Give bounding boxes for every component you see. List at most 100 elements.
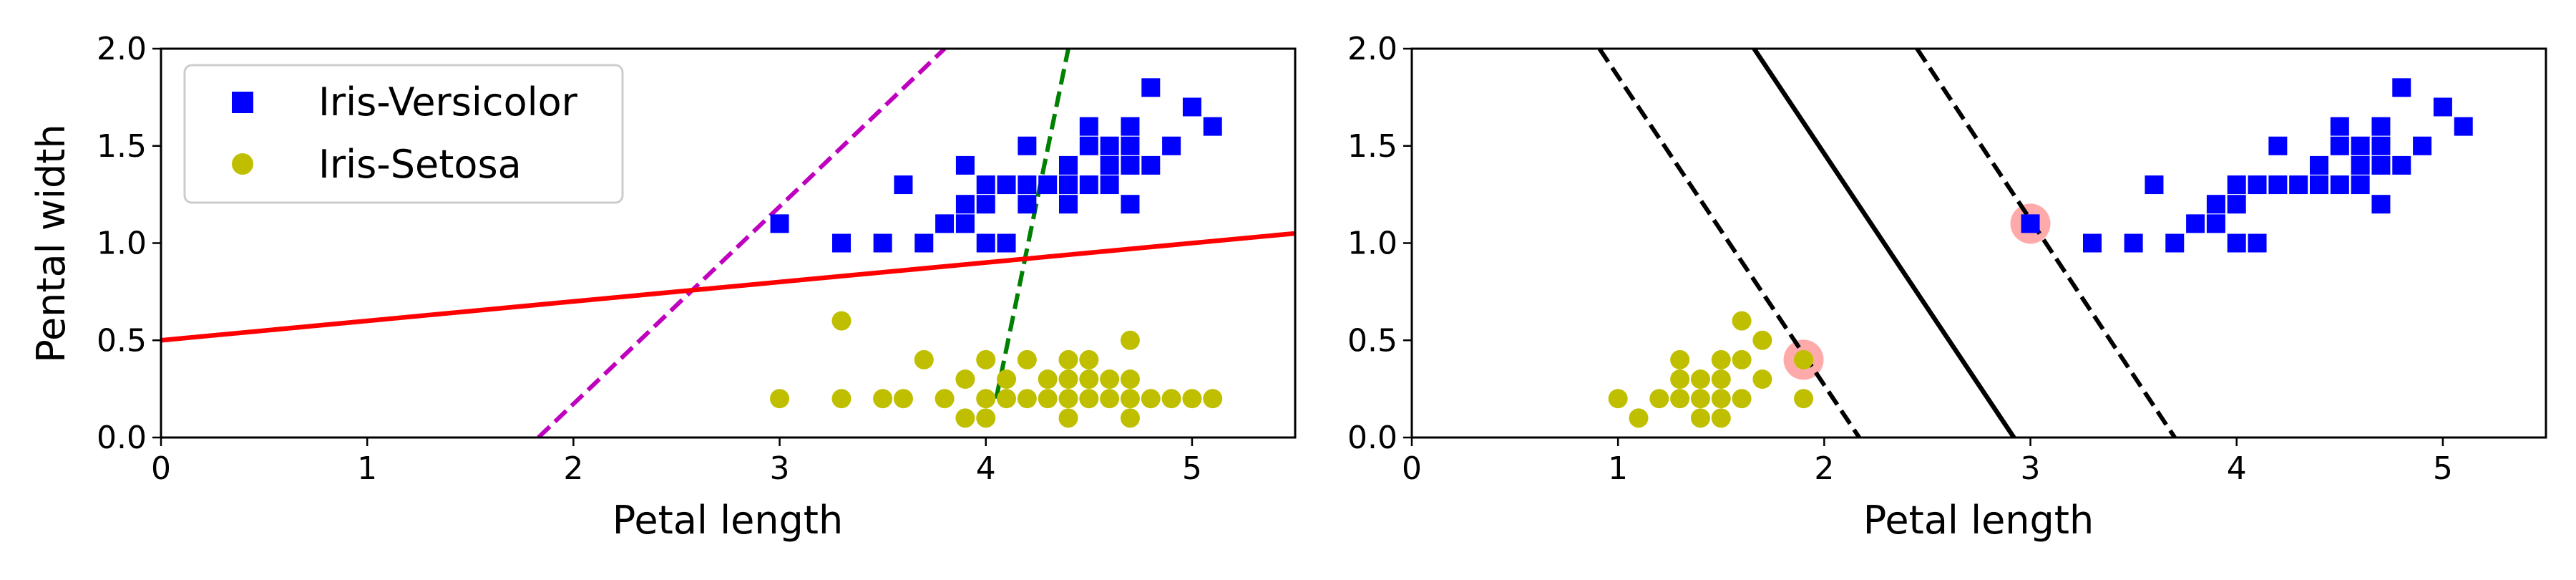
setosa-point [976,408,996,428]
versicolor-point [935,214,955,233]
setosa-point [873,389,893,409]
versicolor-point [894,175,913,195]
legend-marker-versicolor [232,92,253,113]
setosa-point [1732,311,1752,331]
versicolor-point [2145,175,2164,195]
right-x-axis-label: Petal length [1863,498,2094,543]
y-tick-label: 0.0 [1347,420,1397,456]
versicolor-point [2248,233,2267,253]
setosa-point [1794,349,1814,369]
setosa-point [1100,389,1120,409]
versicolor-point [2268,136,2288,155]
x-tick-label: 5 [1182,450,1202,487]
x-tick-label: 4 [2227,450,2247,487]
left-chart: 0 1 2 3 4 5 0.0 0.5 1.0 1.5 2.0 Petal length Penta… [29,31,1297,543]
setosa-point [1711,369,1731,390]
setosa-point [955,369,975,390]
versicolor-point [976,175,995,195]
versicolor-point [1100,155,1119,175]
setosa-point [997,389,1017,409]
versicolor-point [1141,78,1161,97]
versicolor-point [1141,155,1161,175]
versicolor-point [955,195,975,214]
versicolor-point [1121,136,1140,155]
right-chart: 0 1 2 3 4 5 0.0 0.5 1.0 1.5 2.0 Petal length [1347,31,2547,543]
setosa-point [1649,389,1669,409]
versicolor-point [2351,175,2370,195]
x-tick-label: 3 [770,450,790,487]
versicolor-point [1079,175,1098,195]
x-tick-label: 1 [357,450,377,487]
setosa-point [1711,389,1731,409]
versicolor-point [2330,136,2349,155]
versicolor-point [997,233,1016,253]
versicolor-point [2206,195,2225,214]
versicolor-point [2330,117,2349,136]
setosa-point [1752,330,1772,350]
versicolor-point [2330,175,2349,195]
versicolor-point [955,214,975,233]
dashed-decision-line [1597,49,1861,438]
x-tick-label: 2 [1814,450,1834,487]
versicolor-point [2227,233,2246,253]
left-data-points [770,78,1223,428]
right-plot-area [1412,49,2546,438]
setosa-point [976,349,996,369]
setosa-point [1079,349,1099,369]
versicolor-point [1203,117,1222,136]
setosa-point [1690,389,1710,409]
setosa-point [1038,389,1058,409]
setosa-point [1120,330,1140,350]
versicolor-point [2021,214,2040,233]
versicolor-point [1182,97,1201,117]
versicolor-point [2310,155,2328,175]
setosa-point [1203,389,1223,409]
setosa-point [1608,389,1628,409]
setosa-point [1079,369,1099,390]
setosa-point [1670,389,1690,409]
right-axis-ticks: 0 1 2 3 4 5 0.0 0.5 1.0 1.5 2.0 [1347,31,2453,487]
x-tick-label: 3 [2021,450,2041,487]
versicolor-point [914,233,934,253]
versicolor-point [873,233,892,253]
versicolor-point [2371,136,2391,155]
setosa-point [1690,408,1710,428]
y-tick-label: 0.0 [97,420,147,456]
solid-decision-line [161,231,1295,343]
setosa-point [770,389,790,409]
versicolor-point [1100,136,1119,155]
versicolor-point [1121,195,1140,214]
setosa-point [1038,369,1058,390]
versicolor-point [1079,136,1098,155]
legend: Iris-Versicolor Iris-Setosa [183,64,624,204]
setosa-point [1058,349,1078,369]
versicolor-point [2351,155,2370,175]
setosa-point [976,389,996,409]
versicolor-point [1162,136,1181,155]
versicolor-point [1100,175,1119,195]
setosa-point [1732,389,1752,409]
versicolor-point [2371,155,2391,175]
setosa-point [1100,369,1120,390]
y-tick-label: 0.5 [97,322,147,359]
versicolor-point [997,175,1016,195]
versicolor-point [770,214,789,233]
left-x-axis-label: Petal length [613,498,843,543]
setosa-point [1794,389,1814,409]
setosa-point [1670,349,1690,369]
versicolor-point [2351,136,2370,155]
setosa-point [831,311,852,331]
dashed-decision-line [1915,49,2177,438]
y-tick-label: 1.5 [1347,128,1397,165]
versicolor-point [1018,195,1037,214]
setosa-point [1058,369,1078,390]
versicolor-point [2371,195,2391,214]
versicolor-point [832,233,851,253]
setosa-point [1690,369,1710,390]
setosa-point [1711,349,1731,369]
versicolor-point [2392,155,2411,175]
setosa-point [1120,369,1140,390]
setosa-point [1161,389,1181,409]
left-decision-lines [161,49,1295,438]
y-tick-label: 0.5 [1347,322,1397,359]
